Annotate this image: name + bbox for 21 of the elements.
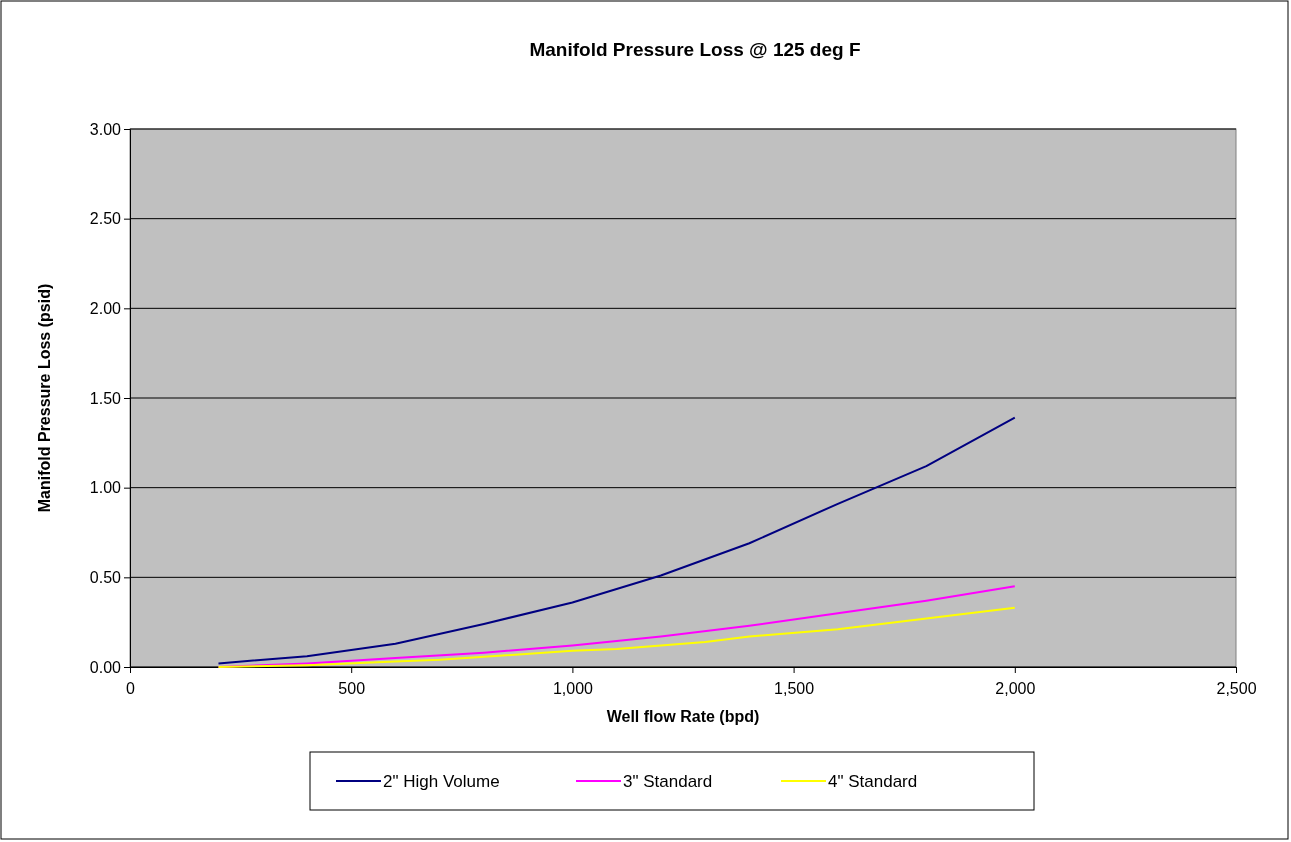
x-axis-title: Well flow Rate (bpd) [606,708,760,725]
x-tick-label: 1,000 [552,679,594,697]
y-tick-label: 0.00 [89,658,122,676]
line-series [217,606,1016,668]
line-series [217,416,1016,665]
x-tick-label: 2,500 [1216,679,1257,697]
y-tick-label: 2.50 [89,210,122,228]
y-tick-label: 1.00 [89,479,122,497]
x-tick-label: 2,000 [995,679,1036,697]
legend-label: 2" High Volume [383,772,500,791]
x-tick-label: 0 [126,679,136,697]
legend-label: 3" Standard [623,772,713,791]
y-tick-label: 1.50 [89,389,122,407]
y-axis-title: Manifold Pressure Loss (psid) [36,283,53,513]
y-tick-label: 0.50 [89,568,122,586]
x-tick-label: 500 [338,679,366,697]
y-tick-label: 3.00 [89,120,122,138]
chart-title: Manifold Pressure Loss @ 125 deg F [529,39,861,60]
legend-label: 4" Standard [828,772,918,791]
x-tick-label: 1,500 [774,679,815,697]
y-tick-label: 2.00 [89,299,122,317]
